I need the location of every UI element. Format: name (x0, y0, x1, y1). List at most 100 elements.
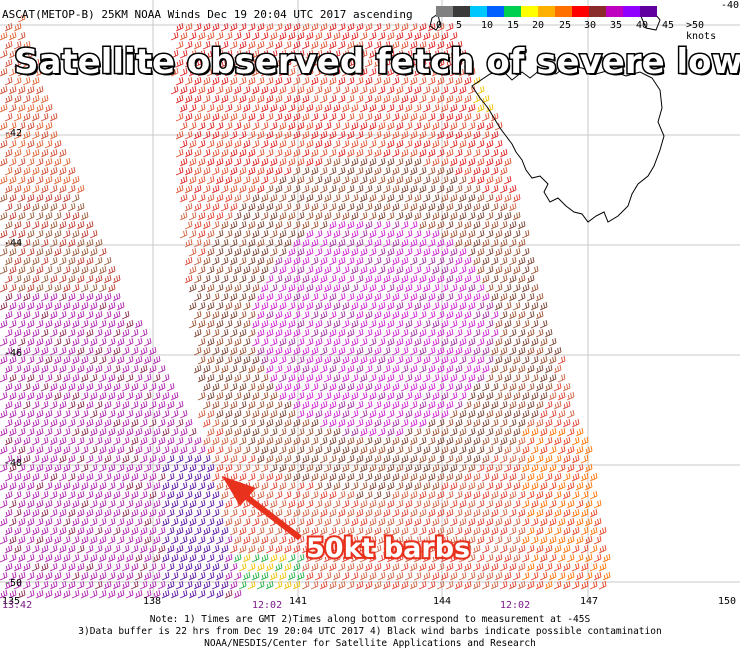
wind-barb (319, 76, 328, 86)
wind-barb (431, 283, 440, 293)
wind-barb (31, 184, 40, 194)
wind-barb (310, 166, 319, 176)
wind-barb (292, 76, 301, 86)
wind-barb (85, 274, 94, 284)
wind-barb (530, 355, 539, 365)
wind-barb (373, 346, 382, 356)
wind-barb (449, 229, 458, 239)
wind-barb (274, 256, 283, 266)
wind-barb (305, 355, 314, 365)
wind-barb (206, 121, 215, 131)
wind-barb (296, 337, 305, 347)
wind-barb (251, 265, 260, 275)
wind-barb (431, 85, 440, 95)
wind-barb (341, 211, 350, 221)
wind-barb (283, 220, 292, 230)
wind-barb (274, 112, 283, 122)
wind-barb (283, 184, 292, 194)
wind-barb (67, 328, 76, 338)
wind-barb (449, 319, 458, 329)
lon-label: 144 (433, 596, 452, 607)
wind-barb (382, 58, 391, 68)
wind-barb (431, 121, 440, 131)
wind-barb (8, 211, 17, 221)
wind-barb (31, 166, 40, 176)
wind-barb (314, 67, 323, 77)
wind-barb (283, 328, 292, 338)
wind-barb (377, 175, 386, 185)
wind-barb (287, 193, 296, 203)
wind-barb (346, 40, 355, 50)
wind-barb (0, 355, 8, 365)
wind-barb (274, 328, 283, 338)
wind-barb (22, 292, 31, 302)
wind-barb (256, 94, 265, 104)
wind-barb (247, 130, 256, 140)
wind-barb (296, 301, 305, 311)
wind-barb (463, 202, 472, 212)
wind-barb (449, 121, 458, 131)
wind-barb (112, 346, 121, 356)
wind-barb (332, 67, 341, 77)
wind-barb (341, 103, 350, 113)
wind-barb (238, 274, 247, 284)
wind-barb (292, 328, 301, 338)
wind-barb (422, 103, 431, 113)
wind-barb (238, 112, 247, 122)
wind-barb (418, 22, 427, 32)
wind-barb (184, 40, 193, 50)
wind-barb (103, 328, 112, 338)
wind-barb (265, 148, 274, 158)
wind-barb (17, 265, 26, 275)
wind-barb (481, 346, 490, 356)
wind-barb (310, 112, 319, 122)
wind-barb (238, 166, 247, 176)
wind-barb (427, 112, 436, 122)
wind-barb (373, 58, 382, 68)
wind-barb (220, 346, 229, 356)
wind-barb (4, 76, 13, 86)
wind-barb (62, 319, 71, 329)
wind-barb (26, 211, 35, 221)
wind-barb (368, 301, 377, 311)
wind-barb (445, 166, 454, 176)
wind-barb (449, 157, 458, 167)
wind-barb (130, 328, 139, 338)
wind-barb (463, 310, 472, 320)
wind-barb (386, 103, 395, 113)
wind-barb (431, 49, 440, 59)
wind-barb (238, 328, 247, 338)
lat-label: -46 (4, 348, 23, 359)
wind-barb (508, 202, 517, 212)
wind-barb (238, 148, 247, 158)
wind-barb (458, 175, 467, 185)
wind-barb (8, 355, 17, 365)
wind-barb (229, 292, 238, 302)
wind-barb (49, 310, 58, 320)
wind-barb (472, 274, 481, 284)
wind-barb (391, 274, 400, 284)
wind-barb (485, 193, 494, 203)
wind-barb (431, 247, 440, 257)
wind-barb (355, 112, 364, 122)
wind-barb (332, 49, 341, 59)
wind-barb (278, 337, 287, 347)
wind-barb (328, 202, 337, 212)
wind-barb (283, 274, 292, 284)
wind-barb (431, 157, 440, 167)
wind-barb (242, 211, 251, 221)
wind-barb (517, 256, 526, 266)
wind-barb (265, 184, 274, 194)
wind-barb (17, 229, 26, 239)
wind-barb (400, 238, 409, 248)
wind-barb (296, 31, 305, 41)
wind-barb (332, 175, 341, 185)
wind-barb (463, 328, 472, 338)
wind-barb (314, 175, 323, 185)
wind-barb (242, 103, 251, 113)
wind-barb (431, 211, 440, 221)
wind-barb (422, 319, 431, 329)
wind-barb (490, 220, 499, 230)
wind-barb (121, 310, 130, 320)
wind-barb (4, 148, 13, 158)
